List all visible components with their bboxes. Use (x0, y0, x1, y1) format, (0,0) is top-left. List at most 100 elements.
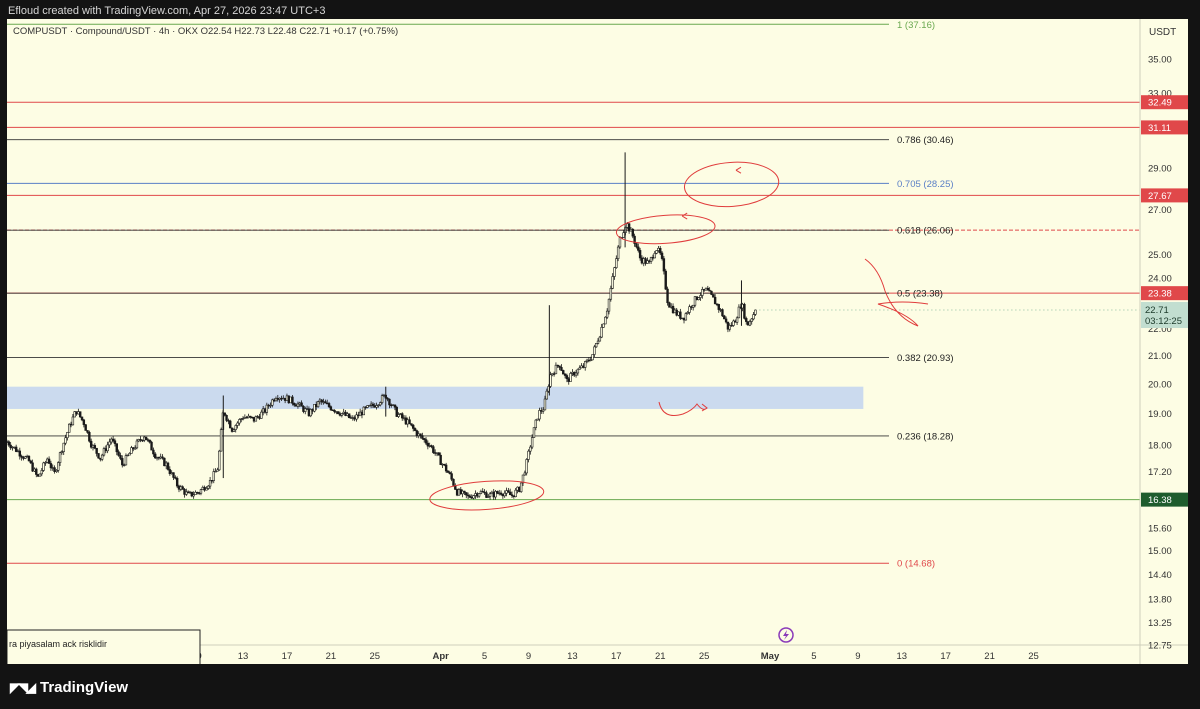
candle-299 (552, 371, 556, 377)
candle-body-406 (748, 321, 752, 326)
candle-body-195 (362, 406, 366, 416)
price-tag-0: 32.49 (1141, 95, 1188, 110)
candle-70 (133, 445, 137, 450)
candle-body-332 (613, 267, 616, 277)
candle-body-81 (154, 453, 157, 459)
candle-93 (175, 476, 179, 489)
candle-64 (122, 463, 126, 467)
candle-332 (613, 266, 616, 280)
price-tag-bg-2 (1141, 188, 1188, 203)
chart-panel[interactable]: 1 (37.16) 0.786 (30.46) 0.705 (28.25) 0.618… (7, 19, 1188, 664)
candle-122 (229, 419, 232, 429)
candle-212 (393, 404, 397, 411)
candle-293 (541, 407, 545, 414)
candle-157 (293, 402, 296, 407)
candle-333 (615, 255, 618, 269)
candle-403 (743, 302, 746, 320)
candle-body-345 (637, 246, 640, 251)
price-tick-16: 33.00 (1148, 89, 1172, 100)
currency-label: USDT (1149, 27, 1176, 38)
candle-body-21 (44, 462, 47, 464)
candle-61 (117, 449, 120, 457)
candle-223 (413, 427, 417, 432)
price-chart[interactable]: 1 (37.16) 0.786 (30.46) 0.705 (28.25) 0.618… (7, 19, 1188, 664)
candle-body-360 (664, 270, 667, 290)
current-price-timer: 03:12:25 (1145, 316, 1182, 327)
price-tick-3: 14.40 (1148, 570, 1172, 581)
price-tick-6: 17.20 (1148, 467, 1172, 478)
candle-20 (42, 461, 45, 472)
candle-body-53 (102, 448, 106, 456)
candle-body-272 (503, 492, 506, 497)
candle-267 (494, 490, 497, 500)
candle-body-326 (602, 323, 605, 328)
candle-393 (724, 316, 728, 324)
candle-191 (355, 411, 358, 422)
candle-body-290 (536, 418, 539, 421)
candle-body-321 (593, 346, 596, 355)
candle-body-251 (465, 492, 468, 496)
fib-level-label-6: 0.236 (18.28) (897, 431, 954, 442)
candle-111 (208, 476, 212, 490)
candle-body-240 (444, 464, 448, 472)
candle-352 (649, 256, 653, 265)
candle-229 (424, 437, 428, 446)
candle-body-392 (723, 315, 726, 320)
candle-body-335 (618, 237, 622, 248)
candle-body-233 (432, 446, 435, 453)
candle-379 (699, 292, 702, 301)
annotation-arrow-mid (681, 212, 688, 220)
candle-176 (327, 401, 331, 408)
candle-303 (560, 364, 563, 371)
candle-7 (18, 447, 22, 460)
candle-144 (269, 402, 272, 409)
candle-body-18 (38, 473, 42, 477)
candle-320 (591, 354, 594, 361)
time-tick-16: 5 (811, 651, 816, 662)
candle-body-14 (31, 462, 34, 472)
candle-260 (481, 488, 484, 493)
candle-body-267 (494, 491, 497, 498)
candle-body-59 (113, 440, 117, 444)
candle-body-172 (320, 399, 323, 403)
candle-body-237 (439, 454, 442, 465)
candle-body-342 (631, 228, 634, 237)
candle-230 (426, 440, 430, 450)
candle-body-5 (14, 446, 18, 452)
candle-body-284 (525, 459, 528, 474)
price-tick-9: 20.00 (1148, 379, 1172, 390)
candle-body-228 (422, 438, 426, 440)
candle-407 (750, 318, 753, 325)
candle-31 (62, 442, 65, 456)
candle-27 (55, 469, 58, 473)
candle-body-133 (249, 415, 252, 418)
candle-239 (443, 463, 446, 467)
candle-251 (465, 492, 468, 499)
candle-body-41 (80, 416, 84, 421)
candle-168 (313, 404, 316, 413)
candle-89 (168, 466, 172, 476)
candle-body-166 (309, 409, 312, 417)
candle-360 (664, 268, 667, 290)
candle-body-376 (693, 296, 697, 306)
candle-50 (97, 453, 100, 459)
candle-224 (415, 429, 419, 438)
candle-228 (422, 437, 426, 443)
candle-259 (479, 489, 483, 495)
candle-119 (223, 412, 226, 417)
candle-body-389 (717, 304, 720, 310)
candle-253 (468, 494, 472, 499)
candle-body-337 (622, 232, 625, 238)
candle-body-96 (181, 486, 184, 490)
candle-body-125 (234, 425, 237, 430)
candle-30 (60, 450, 64, 455)
time-tick-6: 21 (326, 651, 337, 662)
candle-body-362 (668, 302, 671, 308)
candle-body-346 (638, 250, 642, 259)
lightning-icon[interactable] (778, 627, 794, 643)
candle-392 (723, 314, 726, 320)
candle-52 (100, 453, 104, 462)
candle-body-379 (699, 295, 702, 298)
price-tick-14: 27.00 (1148, 205, 1172, 216)
